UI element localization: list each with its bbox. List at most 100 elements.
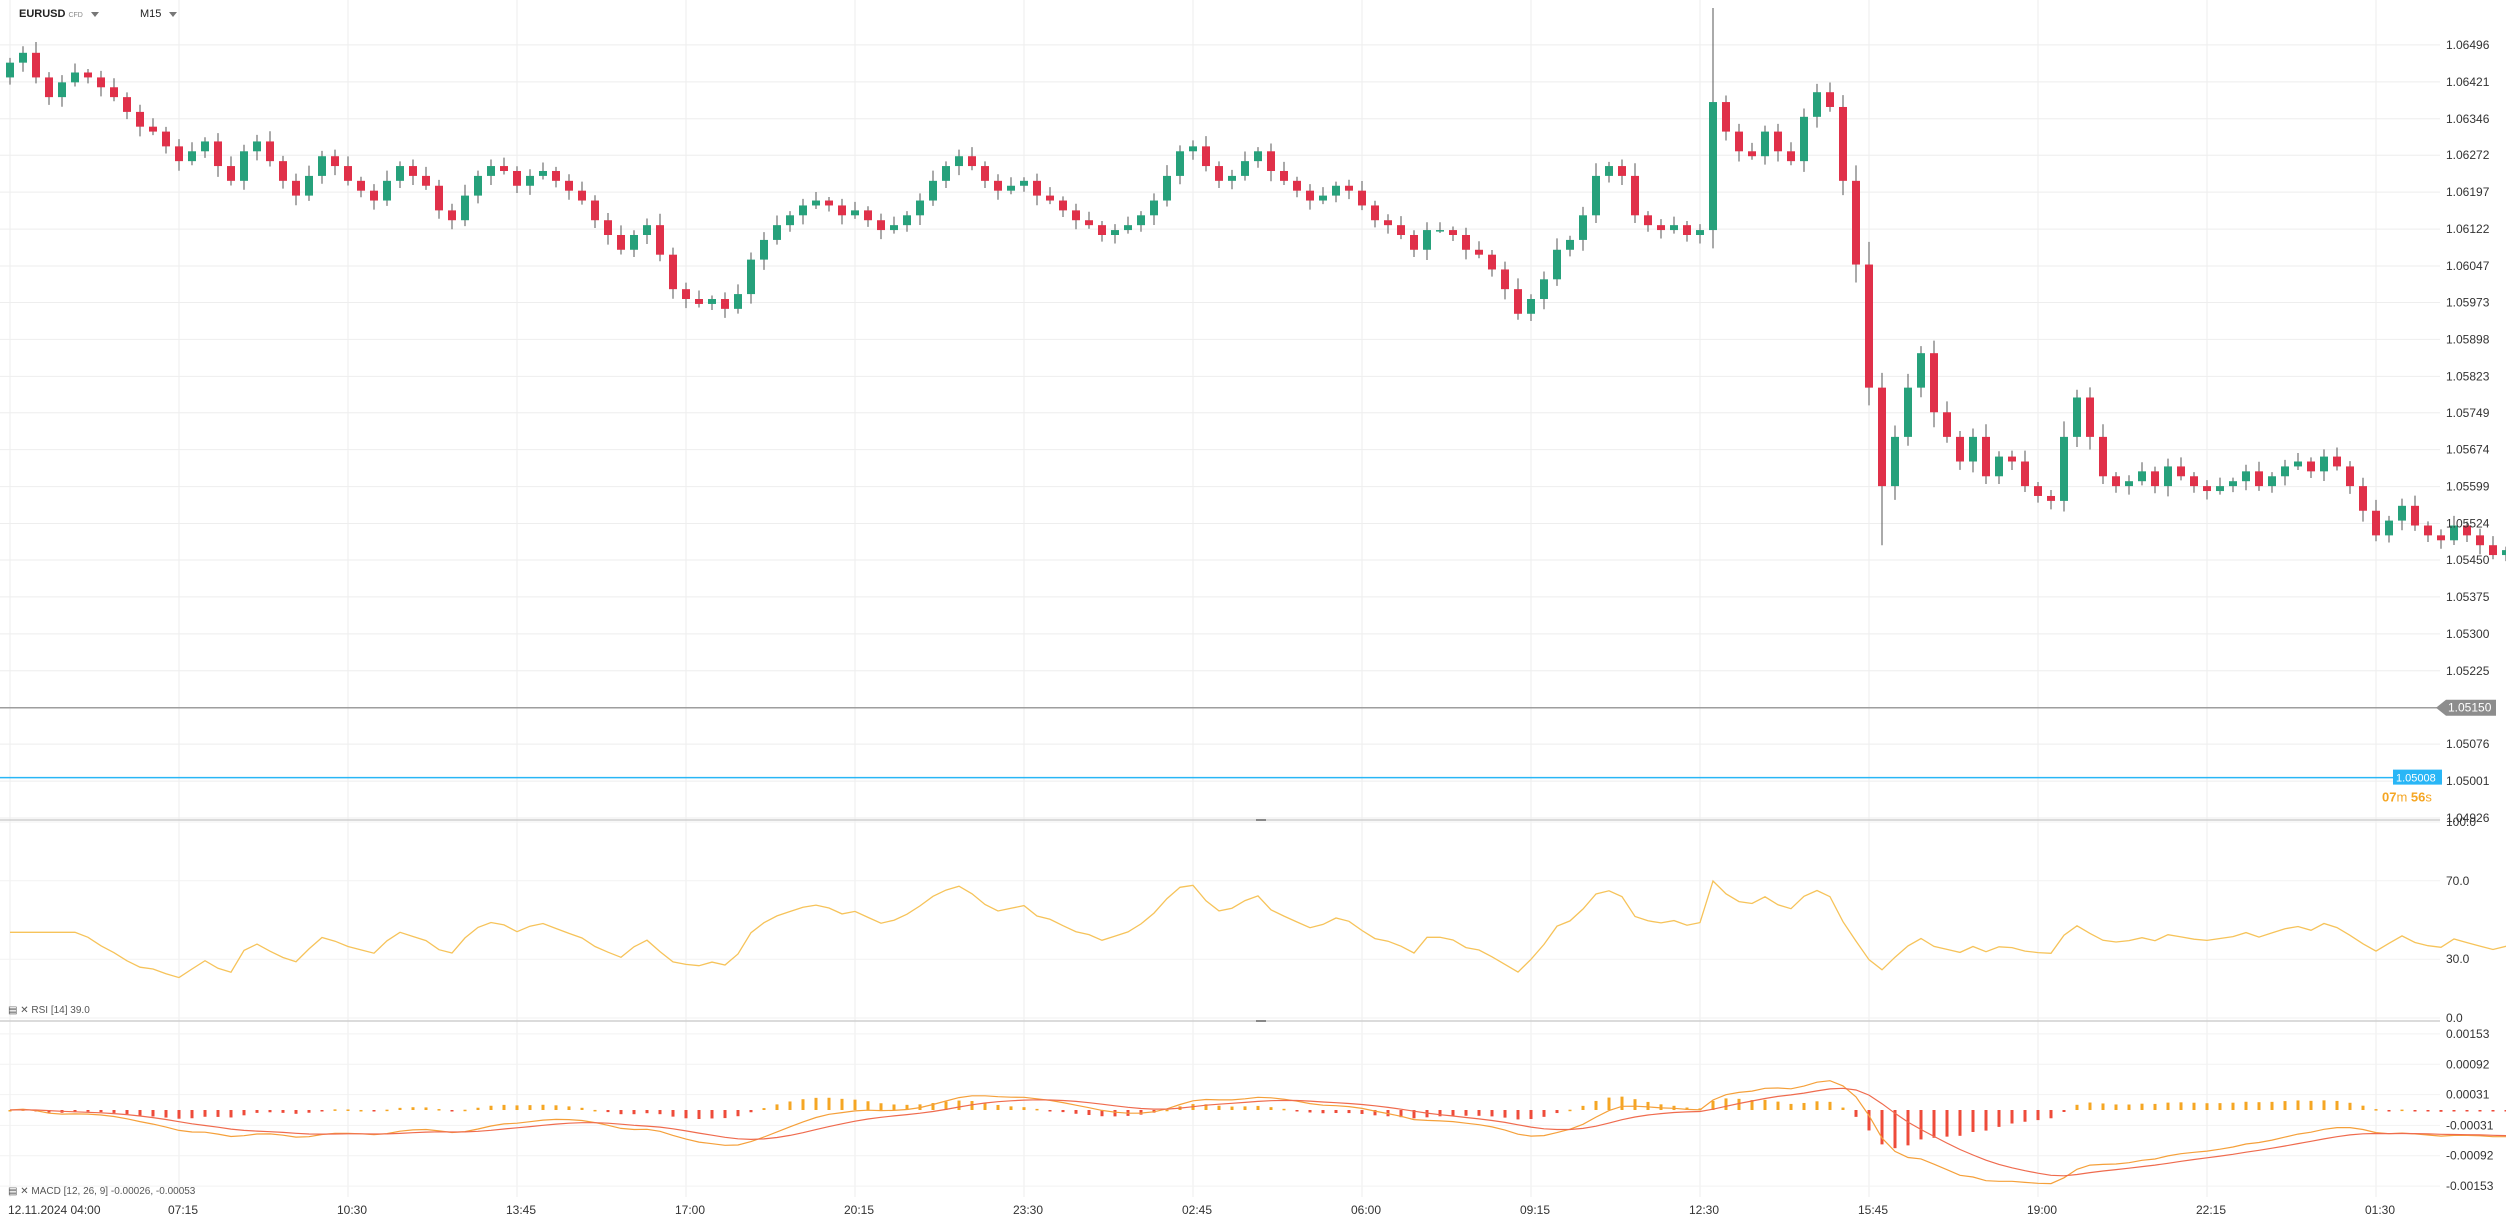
candle: [1488, 249, 1496, 277]
candle: [1514, 278, 1522, 320]
candle-body: [968, 156, 976, 167]
candle: [981, 161, 989, 189]
macd-histogram-bar: [606, 1110, 610, 1113]
macd-histogram-bar: [1451, 1110, 1455, 1116]
macd-histogram-bar: [1542, 1110, 1546, 1117]
candle-body: [903, 215, 911, 226]
macd-histogram-bar: [372, 1110, 376, 1112]
macd-histogram-bar: [1412, 1110, 1416, 1119]
candle: [2463, 521, 2471, 542]
candle: [227, 156, 235, 186]
macd-histogram-bar: [1360, 1110, 1364, 1114]
candle-body: [240, 151, 248, 181]
candle: [773, 215, 781, 245]
candle-body: [19, 52, 27, 63]
candle: [2255, 461, 2263, 491]
rsi-pane: 100.0 70.0 30.0 0.0 ▤ ✕ RSI [14] 39.0: [8, 815, 2506, 1025]
timeframe-selector[interactable]: M15: [140, 8, 178, 20]
candle-body: [6, 62, 14, 78]
candle-body: [1293, 180, 1301, 191]
candle-body: [1072, 210, 1080, 221]
candle-body: [214, 141, 222, 167]
candle-body: [1735, 131, 1743, 152]
candle-body: [1007, 185, 1015, 191]
macd-histogram-bar: [2361, 1105, 2365, 1110]
candle: [929, 170, 937, 206]
macd-histogram-bar: [1399, 1110, 1403, 1118]
time-tick-label: 22:15: [2196, 1203, 2226, 1217]
time-tick-label: 06:00: [1351, 1203, 1381, 1217]
macd-histogram-bar: [736, 1110, 740, 1117]
candle: [1774, 123, 1782, 162]
macd-histogram-bar: [1581, 1105, 1585, 1110]
candle-body: [1332, 185, 1340, 196]
macd-histogram-bar: [203, 1110, 207, 1117]
macd-histogram-bar: [632, 1110, 636, 1115]
candle-body: [45, 77, 53, 98]
macd-histogram-bar: [1724, 1098, 1728, 1110]
macd-histogram-bar: [593, 1109, 597, 1112]
candle-body: [1501, 269, 1509, 290]
candle-body: [1384, 220, 1392, 226]
macd-histogram-bar: [8, 1110, 12, 1112]
macd-histogram-bar: [2127, 1104, 2131, 1110]
symbol-selector[interactable]: EURUSD CFD: [19, 8, 99, 20]
price-tick-label: 1.05973: [2446, 295, 2490, 309]
candle: [1969, 428, 1977, 473]
candle-body: [1839, 106, 1847, 181]
candle: [2021, 450, 2029, 493]
macd-histogram-bar: [1490, 1110, 1494, 1117]
macd-histogram-bar: [2231, 1102, 2235, 1110]
candle: [2086, 387, 2094, 450]
candle-body: [2463, 525, 2471, 536]
price-tick-label: 1.05450: [2446, 553, 2490, 567]
candle-body: [474, 175, 482, 196]
macd-histogram-bar: [2335, 1100, 2339, 1110]
macd-histogram-bar: [762, 1108, 766, 1110]
candle-body: [1761, 131, 1769, 157]
candle: [1722, 95, 1730, 141]
candle-body: [448, 210, 456, 221]
macd-histogram-bar: [151, 1110, 155, 1117]
candle-body: [2372, 510, 2380, 536]
candle-body: [1449, 230, 1457, 235]
candle-body: [461, 195, 469, 221]
candle: [422, 166, 430, 190]
candle-body: [2099, 436, 2107, 477]
candle: [1215, 161, 1223, 189]
macd-histogram-bar: [1334, 1110, 1338, 1114]
candle-body: [1423, 230, 1431, 250]
macd-histogram-bar: [827, 1097, 831, 1110]
macd-histogram-bar: [2049, 1110, 2053, 1119]
candle: [110, 78, 118, 102]
candle-body: [1228, 175, 1236, 181]
candle-body: [2333, 456, 2341, 467]
candle-body: [1722, 102, 1730, 132]
time-axis: 12.11.2024 04:00 07:15 10:30 13:45 17:00 20:1…: [8, 1203, 2395, 1217]
candle: [1345, 179, 1353, 200]
macd-histogram-bar: [1217, 1105, 1221, 1110]
macd-histogram-bar: [2465, 1110, 2469, 1112]
candle-body: [32, 52, 40, 78]
candle: [1098, 221, 1106, 242]
countdown-s: s: [2425, 790, 2432, 805]
candle-body: [1137, 215, 1145, 226]
candle: [669, 247, 677, 299]
candle-body: [2502, 550, 2506, 556]
macd-histogram-bar: [1776, 1101, 1780, 1110]
candle-body: [981, 166, 989, 181]
macd-histogram-bar: [2322, 1100, 2326, 1110]
candle: [149, 118, 157, 136]
candle: [487, 159, 495, 185]
candle: [136, 104, 144, 137]
candle: [1865, 241, 1873, 406]
macd-histogram-bar: [2309, 1100, 2313, 1110]
macd-histogram-bar: [1854, 1110, 1858, 1117]
candle-body: [1189, 146, 1197, 152]
candle: [1839, 95, 1847, 196]
candle-body: [2385, 520, 2393, 536]
level-tag: [2393, 769, 2442, 785]
macd-histogram-bar: [1893, 1110, 1897, 1149]
candle-body: [2307, 461, 2315, 472]
